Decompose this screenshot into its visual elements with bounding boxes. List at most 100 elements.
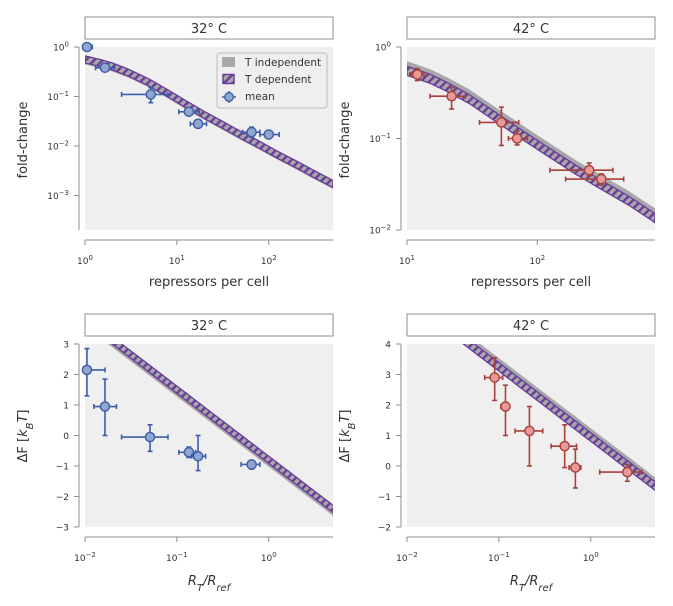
x-tick-exponent: 2 — [272, 254, 276, 262]
y-tick-label: −1 — [378, 493, 391, 503]
x-tick-exponent: −2 — [86, 551, 96, 559]
band-group — [85, 55, 333, 189]
y-tick-label: 100 — [53, 41, 69, 54]
y-tick-exponent: −3 — [59, 189, 69, 197]
data-point — [500, 384, 511, 437]
x-tick-label: 10−2 — [396, 551, 418, 564]
legend-label-mean: mean — [245, 91, 275, 103]
x-tick-exponent: −1 — [177, 551, 187, 559]
y-tick-label: 10−2 — [47, 139, 69, 152]
points-group — [483, 356, 643, 489]
facet-title: 42° C — [513, 22, 549, 37]
x-axis-title: RT/Rref — [188, 574, 232, 594]
data-point — [120, 86, 169, 104]
y-tick-label: 3 — [385, 371, 391, 381]
facet-strip — [406, 16, 656, 40]
x-tick-label: 100 — [77, 254, 93, 267]
band-t-dependent — [407, 65, 655, 224]
facet-strip — [406, 313, 656, 337]
band-group — [108, 344, 333, 516]
y-axis-title: fold-change — [16, 102, 31, 179]
marker — [246, 459, 257, 470]
x-tick-exponent: 0 — [88, 254, 92, 262]
marker — [570, 462, 581, 473]
facet-strip — [84, 16, 334, 40]
x-axis-title: RT/Rref — [510, 574, 554, 594]
data-point — [549, 162, 614, 177]
data-point — [81, 347, 106, 397]
marker — [622, 466, 633, 478]
y-tick-label: −2 — [56, 493, 69, 503]
data-point — [81, 41, 94, 53]
band-t-dependent — [111, 344, 333, 514]
points-group — [408, 67, 625, 186]
x-tick-label: 10−1 — [166, 551, 188, 564]
band-group — [462, 344, 655, 492]
data-point — [241, 126, 261, 139]
band-t-dependent — [85, 55, 333, 189]
y-tick-exponent: −2 — [381, 224, 391, 232]
y-tick-label: 10−3 — [47, 189, 69, 202]
x-tick-label: 102 — [261, 254, 277, 267]
x-tick-exponent: 0 — [594, 551, 598, 559]
x-tick-exponent: 2 — [541, 254, 545, 262]
marker — [559, 440, 570, 452]
marker — [144, 431, 156, 443]
marker — [500, 401, 511, 412]
legend: T independent T dependent mean — [216, 52, 328, 109]
marker — [263, 129, 275, 140]
marker — [496, 117, 507, 128]
y-tick-label: 100 — [375, 41, 391, 54]
marker — [489, 372, 500, 383]
marker — [246, 126, 257, 138]
y-tick-label: −3 — [56, 524, 69, 534]
y-axis-title: fold-change — [338, 102, 353, 179]
y-tick-label: 10−1 — [369, 132, 391, 145]
y-tick-exponent: 0 — [387, 41, 391, 49]
marker — [524, 425, 535, 437]
y-tick-label: 10−1 — [47, 90, 69, 103]
facet-title: 32° C — [191, 22, 227, 37]
data-point — [429, 86, 467, 110]
data-point — [507, 130, 529, 146]
legend-swatch-t-dependent — [222, 73, 235, 85]
marker — [596, 173, 607, 185]
y-tick-exponent: −1 — [381, 132, 391, 140]
marker — [99, 401, 111, 412]
y-tick-label: −1 — [56, 463, 69, 473]
x-axis-title: repressors per cell — [149, 275, 269, 290]
x-tick-exponent: −1 — [499, 551, 509, 559]
marker — [192, 450, 204, 462]
marker — [446, 90, 457, 102]
data-point — [408, 67, 425, 82]
data-point — [598, 463, 643, 483]
data-point — [94, 62, 116, 74]
legend-marker-mean — [222, 91, 236, 103]
points-group — [81, 347, 261, 472]
marker — [583, 164, 595, 176]
marker — [192, 118, 204, 130]
x-tick-label: 102 — [529, 254, 545, 267]
legend-swatch-t-independent — [222, 57, 235, 67]
y-tick-label: 2 — [385, 402, 391, 412]
band-t-independent — [85, 56, 333, 189]
y-tick-label: 1 — [63, 402, 69, 412]
data-point — [240, 459, 261, 470]
y-axis-title: ΔF [kBT] — [16, 409, 36, 462]
x-axis-title: repressors per cell — [471, 275, 591, 290]
panel-foldchange-32c: 32° C 100 101 102 100 10−1 10−2 10−3 repressor… — [16, 16, 334, 290]
y-tick-exponent: −2 — [59, 139, 69, 147]
y-tick-label: 2 — [63, 371, 69, 381]
legend-label-t-dependent: T dependent — [244, 74, 312, 86]
data-point — [93, 378, 118, 437]
data-point — [190, 434, 207, 472]
legend-box — [216, 52, 328, 109]
marker — [81, 364, 93, 376]
y-tick-label: 10−2 — [369, 224, 391, 237]
x-tick-label: 101 — [169, 254, 185, 267]
y-tick-exponent: −1 — [59, 90, 69, 98]
